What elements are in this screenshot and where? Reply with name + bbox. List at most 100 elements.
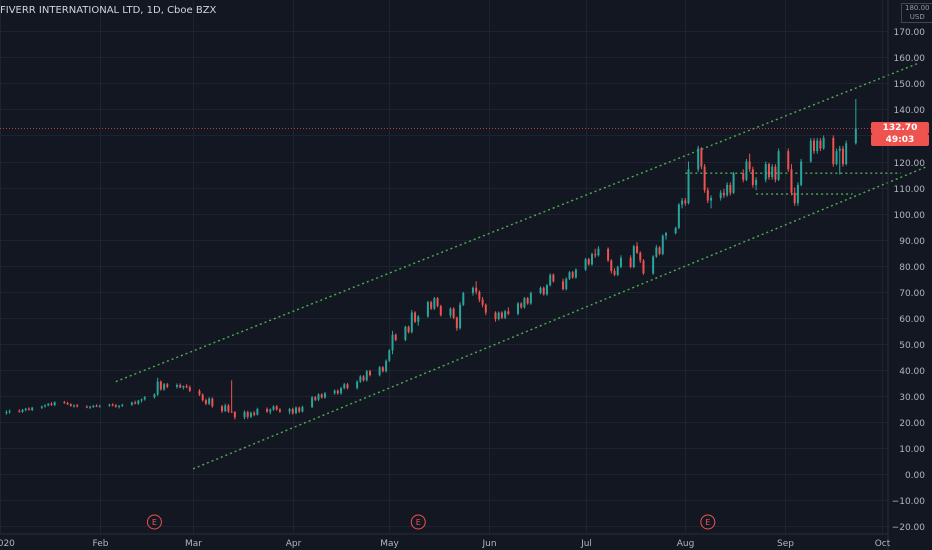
candle[interactable] [256, 407, 259, 416]
candle[interactable] [343, 382, 346, 390]
candle[interactable] [494, 311, 497, 322]
candle[interactable] [790, 164, 793, 196]
candle[interactable] [478, 290, 481, 303]
candle[interactable] [816, 138, 819, 154]
candle[interactable] [394, 333, 397, 342]
candle[interactable] [710, 195, 713, 209]
candle[interactable] [362, 375, 365, 382]
candle[interactable] [201, 393, 204, 402]
candle[interactable] [455, 316, 458, 331]
candle[interactable] [436, 296, 439, 308]
candle[interactable] [410, 309, 413, 334]
candle[interactable] [253, 411, 256, 417]
candle[interactable] [632, 244, 635, 269]
candle[interactable] [185, 384, 188, 389]
candle[interactable] [462, 291, 465, 307]
candle[interactable] [404, 325, 407, 342]
candle[interactable] [481, 296, 484, 308]
candle[interactable] [204, 398, 207, 406]
candle[interactable] [134, 400, 137, 405]
candle[interactable] [748, 153, 751, 172]
trend-line-lower-channel[interactable] [192, 166, 927, 470]
candle[interactable] [143, 395, 146, 401]
candle[interactable] [24, 407, 27, 412]
candle[interactable] [365, 369, 368, 382]
candle[interactable] [774, 164, 777, 183]
candle[interactable] [452, 307, 455, 320]
candle[interactable] [636, 242, 639, 254]
candle[interactable] [66, 401, 69, 406]
candle[interactable] [224, 403, 227, 413]
candle[interactable] [391, 330, 394, 355]
candle[interactable] [53, 401, 56, 407]
candle[interactable] [320, 393, 323, 399]
candle[interactable] [697, 145, 700, 172]
candle[interactable] [246, 410, 249, 419]
candle[interactable] [249, 411, 252, 419]
candle[interactable] [166, 382, 169, 389]
candle[interactable] [73, 404, 75, 408]
candle[interactable] [278, 408, 281, 413]
candle[interactable] [159, 380, 162, 391]
candle[interactable] [439, 304, 442, 317]
candle[interactable] [574, 268, 577, 279]
candle[interactable] [822, 135, 825, 150]
candle[interactable] [118, 405, 121, 409]
candle[interactable] [526, 296, 529, 305]
candle[interactable] [571, 270, 574, 279]
candle[interactable] [333, 389, 336, 395]
candle[interactable] [661, 234, 664, 256]
candle[interactable] [44, 404, 47, 408]
candle[interactable] [777, 148, 780, 182]
candle[interactable] [587, 257, 590, 266]
candle[interactable] [266, 407, 269, 413]
candle[interactable] [381, 365, 384, 373]
earnings-marker[interactable]: E [146, 514, 162, 530]
candle[interactable] [517, 302, 519, 316]
candle[interactable] [549, 273, 552, 287]
candle[interactable] [163, 382, 166, 391]
candle[interactable] [703, 164, 706, 193]
candle[interactable] [658, 246, 661, 256]
candle[interactable] [755, 177, 758, 191]
candle[interactable] [288, 407, 291, 415]
candle[interactable] [407, 325, 410, 334]
candle[interactable] [76, 404, 79, 408]
candle[interactable] [69, 403, 72, 407]
candle[interactable] [835, 148, 838, 166]
candle[interactable] [484, 303, 487, 316]
candle[interactable] [179, 383, 182, 389]
candle[interactable] [619, 255, 622, 269]
earnings-marker[interactable]: E [700, 514, 716, 530]
candle[interactable] [18, 409, 21, 413]
price-axis[interactable]: 170.00160.00150.00140.00130.00120.00110.… [892, 28, 926, 533]
candle[interactable] [359, 375, 362, 383]
candle[interactable] [182, 385, 185, 390]
currency-label[interactable]: 180.00 USD [901, 3, 932, 23]
candle[interactable] [301, 405, 304, 413]
candle[interactable] [796, 182, 799, 206]
candle[interactable] [591, 252, 593, 266]
candle[interactable] [613, 268, 616, 277]
candle[interactable] [233, 411, 236, 420]
candle[interactable] [369, 369, 371, 377]
candles[interactable] [5, 98, 857, 420]
candle[interactable] [340, 386, 343, 395]
trend-lines[interactable] [115, 63, 927, 470]
candle[interactable] [562, 278, 565, 291]
candle[interactable] [230, 380, 233, 413]
candle[interactable] [793, 187, 796, 206]
candle[interactable] [607, 247, 610, 262]
candle[interactable] [674, 226, 677, 235]
candle[interactable] [47, 402, 50, 407]
time-axis[interactable]: 2020 Feb Mar Apr May Jun Jul Aug Sep Oct [0, 539, 891, 549]
candle[interactable] [433, 296, 436, 310]
candle[interactable] [211, 397, 214, 408]
candle[interactable] [208, 397, 211, 406]
candle[interactable] [722, 188, 725, 198]
candle[interactable] [787, 148, 790, 172]
candle[interactable] [813, 138, 815, 154]
